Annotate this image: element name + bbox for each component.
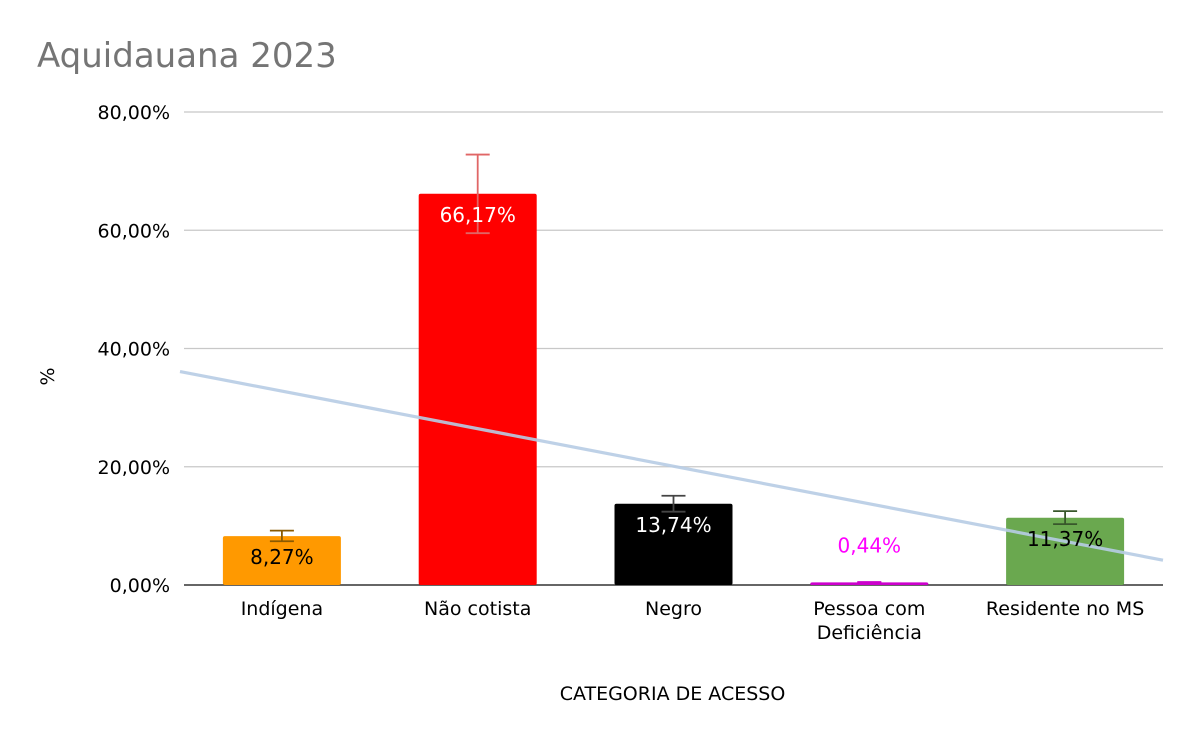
bar: [222, 536, 341, 585]
data-label: 11,37%: [1027, 527, 1103, 551]
data-label: 66,17%: [440, 203, 516, 227]
error-bar: [857, 581, 882, 584]
bar: [810, 582, 929, 585]
data-label: 8,27%: [250, 545, 314, 569]
y-tick-label: 80,00%: [98, 102, 170, 124]
error-bar: [1053, 510, 1078, 526]
x-tick-label: Pessoa com Deficiência: [813, 598, 925, 644]
trendline: [179, 369, 1164, 562]
error-bar: [269, 529, 294, 543]
data-label: 0,44%: [838, 533, 902, 557]
x-tick-label-line: Deficiência: [817, 622, 922, 644]
y-tick-label: 20,00%: [98, 457, 170, 479]
x-tick-label: Indígena: [241, 598, 323, 620]
x-tick-label: Não cotista: [424, 598, 531, 620]
error-bar: [661, 494, 686, 513]
data-label: 13,74%: [635, 513, 711, 537]
x-tick-label: Residente no MS: [986, 598, 1144, 620]
x-tick-label-line: Residente no MS: [986, 598, 1144, 620]
bar: [418, 193, 537, 585]
y-tick-label: 0,00%: [110, 575, 170, 597]
x-axis-label: CATEGORIA DE ACESSO: [560, 683, 786, 705]
y-tick-label: 40,00%: [98, 339, 170, 361]
x-tick-label-line: Não cotista: [424, 598, 531, 620]
y-axis-label: %: [37, 367, 59, 385]
x-tick-label-line: Pessoa com: [813, 598, 925, 620]
bar: [614, 503, 733, 585]
y-tick-label: 60,00%: [98, 220, 170, 242]
chart-title: Aquidauana 2023: [37, 36, 337, 76]
x-tick-label-line: Negro: [645, 598, 702, 620]
x-tick-label-line: Indígena: [241, 598, 323, 620]
x-tick-label: Negro: [645, 598, 702, 620]
error-bar: [465, 153, 490, 235]
